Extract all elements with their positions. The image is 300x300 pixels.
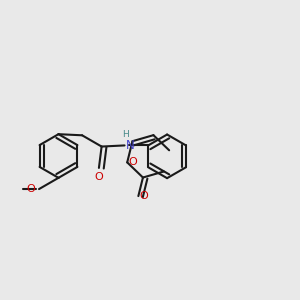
Text: O: O <box>27 184 35 194</box>
Text: O: O <box>140 191 148 201</box>
Text: H: H <box>122 130 129 139</box>
Text: N: N <box>125 139 134 152</box>
Text: O: O <box>94 172 103 182</box>
Text: O: O <box>129 158 137 167</box>
